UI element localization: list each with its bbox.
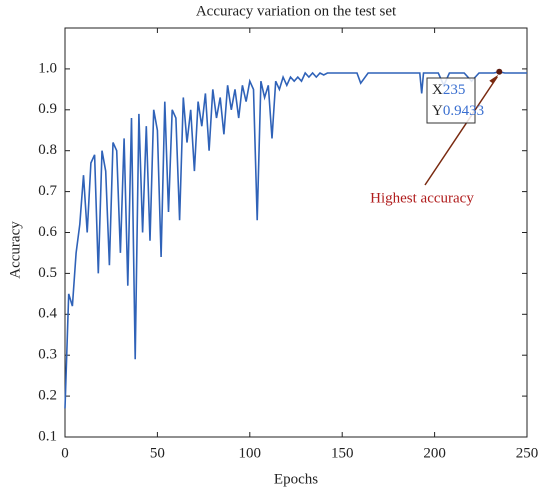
data-line	[64, 70, 527, 409]
y-axis-label: Accuracy	[7, 221, 23, 279]
datatip-prefix: Y	[432, 103, 443, 119]
datatip-value: 235	[443, 82, 466, 98]
chart-title: Accuracy variation on the test set	[196, 3, 397, 19]
annotation: Highest accuracy	[370, 190, 474, 206]
x-tick-label: 50	[150, 445, 165, 461]
arrow-head	[489, 74, 499, 84]
datatip-prefix: X	[432, 82, 443, 98]
y-tick-label: 0.4	[38, 306, 57, 322]
y-tick-label: 0.7	[38, 183, 57, 199]
y-tick-label: 0.9	[38, 101, 57, 117]
annotation-arrow	[424, 76, 498, 186]
y-tick-label: 0.6	[38, 224, 57, 240]
x-axis-label: Epochs	[274, 471, 318, 487]
datatip-box	[426, 77, 476, 124]
y-tick-label: 0.2	[38, 388, 57, 404]
y-tick-label: 1.0	[38, 60, 57, 76]
x-tick-label: 100	[239, 445, 262, 461]
datatip-value: 0.9433	[443, 103, 484, 119]
y-tick-label: 0.8	[38, 142, 57, 158]
datatip-marker	[496, 68, 503, 75]
datatip-text: Y0.9433	[432, 103, 484, 119]
y-tick-label: 0.3	[38, 347, 57, 363]
y-tick-label: 0.1	[38, 428, 57, 444]
x-tick-label: 0	[61, 445, 69, 461]
x-tick-label: 200	[423, 445, 446, 461]
x-tick-label: 150	[331, 445, 354, 461]
datatip-text: X235	[432, 82, 465, 98]
y-tick-label: 0.5	[38, 265, 57, 281]
x-tick-label: 250	[516, 445, 539, 461]
